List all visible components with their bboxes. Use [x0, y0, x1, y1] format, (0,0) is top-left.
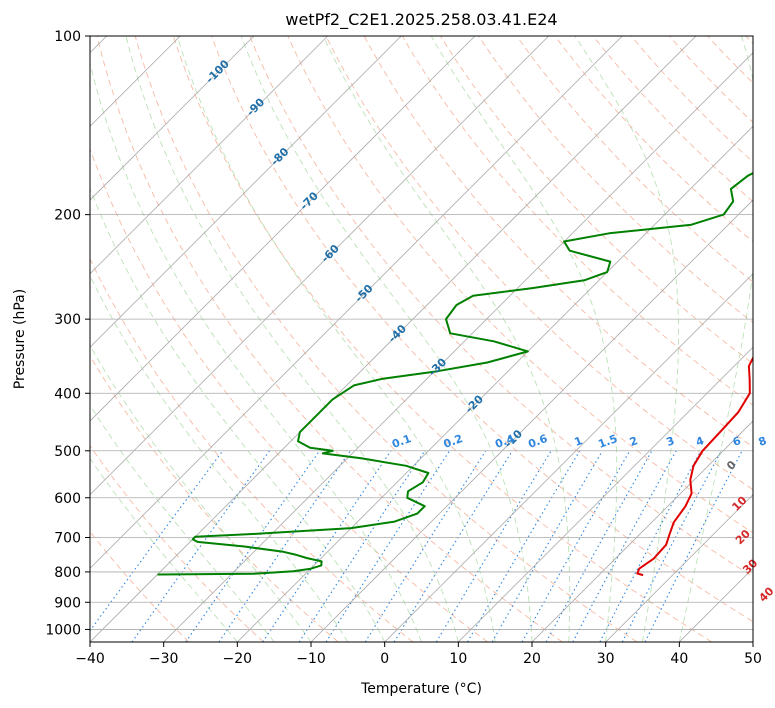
isotherm — [237, 125, 753, 642]
y-tick-label: 400 — [54, 386, 81, 402]
moist-adiabat — [678, 36, 753, 642]
isotherm — [90, 36, 255, 201]
x-axis: −40 −30 −20 −10 0 10 20 30 40 50 — [75, 642, 762, 667]
dry-adiabat — [516, 36, 753, 283]
y-axis: 100 200 300 400 500 600 700 800 900 1000 — [45, 29, 90, 638]
chart-title: wetPf2_C2E1.2025.258.03.41.E24 — [285, 10, 557, 30]
mixing-ratio-line — [325, 450, 451, 642]
moist-adiabat — [240, 36, 533, 642]
mixing-ratio-line — [467, 450, 581, 642]
dry-adiabat — [90, 257, 414, 642]
y-tick-label: 300 — [54, 312, 81, 328]
background-lines — [90, 36, 753, 642]
mixing-ratio-line — [262, 450, 392, 642]
mixing-ratio-line — [185, 450, 321, 642]
dry-adiabat — [172, 36, 712, 642]
moist-adiabat-label: 40 — [756, 584, 775, 604]
x-tick-label: −20 — [223, 651, 253, 667]
isotherm — [90, 36, 623, 569]
isotherm — [163, 52, 753, 642]
x-tick-label: −40 — [75, 651, 105, 667]
mixing-ratio-label: 6 — [731, 434, 743, 449]
dry-adiabat — [287, 36, 753, 534]
moist-adiabat — [90, 274, 349, 642]
y-tick-label: 500 — [54, 444, 81, 460]
temperature-profile-line — [636, 355, 753, 577]
dewpoint-profile-line — [157, 171, 753, 576]
isotherm — [90, 36, 476, 422]
isotherm — [310, 199, 753, 642]
moist-adiabat — [574, 36, 679, 642]
x-axis-label: Temperature (°C) — [360, 681, 482, 697]
isotherm — [458, 346, 753, 642]
y-tick-label: 700 — [54, 531, 81, 547]
profile-lines — [157, 171, 753, 577]
isotherm — [531, 420, 753, 642]
isotherm — [90, 36, 402, 348]
moist-adiabat — [430, 36, 618, 642]
mixing-ratio-label: 1.5 — [596, 432, 619, 451]
moist-adiabat — [125, 36, 459, 642]
x-tick-label: 40 — [670, 651, 688, 667]
y-tick-label: 100 — [54, 29, 81, 45]
x-tick-label: 20 — [523, 651, 541, 667]
y-tick-label: 600 — [54, 491, 81, 507]
y-tick-label: 200 — [54, 208, 81, 224]
moist-adiabat — [176, 36, 496, 642]
isotherm — [384, 273, 753, 642]
x-tick-label: 30 — [597, 651, 615, 667]
x-tick-label: 10 — [449, 651, 467, 667]
mixing-ratio-line — [298, 450, 426, 642]
mixing-ratio-label: 3 — [665, 434, 677, 449]
isotherm — [90, 36, 697, 642]
isotherm — [90, 36, 549, 496]
mixing-ratio-line — [599, 450, 702, 642]
dry-adiabat — [96, 36, 563, 642]
mixing-ratio-line — [572, 450, 677, 642]
mixing-ratio-line — [218, 450, 351, 642]
dry-adiabat — [325, 36, 753, 491]
moist-adiabat — [90, 457, 238, 642]
mixing-ratio-label: 0.4 — [493, 432, 516, 451]
y-tick-label: 800 — [54, 565, 81, 581]
mixing-ratio-label: 8 — [757, 434, 769, 449]
mixing-ratio-label: 0.6 — [526, 432, 549, 451]
moist-adiabat — [90, 187, 386, 642]
dry-adiabat — [90, 444, 264, 642]
dry-adiabat — [134, 36, 638, 642]
x-tick-label: −10 — [296, 651, 326, 667]
mixing-ratio-label: 2 — [628, 434, 640, 449]
x-tick-label: 0 — [380, 651, 389, 667]
isotherm — [605, 494, 753, 642]
mixing-ratio-label: 0.2 — [442, 432, 465, 451]
y-axis-label: Pressure (hPa) — [12, 289, 28, 389]
mixing-ratio-label: 0.1 — [390, 432, 413, 451]
moist-adiabat — [90, 404, 275, 642]
y-tick-label: 900 — [54, 595, 81, 611]
dry-adiabat — [211, 36, 753, 623]
moist-adiabat — [90, 61, 422, 642]
plot-frame — [89, 35, 754, 643]
mixing-ratio-line — [435, 450, 552, 642]
mixing-ratio-label: 1 — [573, 434, 585, 449]
moist-adiabat — [322, 36, 571, 642]
dry-adiabat — [249, 36, 753, 578]
x-tick-label: 50 — [744, 651, 762, 667]
y-tick-label: 1000 — [45, 622, 81, 638]
x-tick-label: −30 — [149, 651, 179, 667]
isotherm — [90, 36, 328, 275]
mixing-ratio-line — [364, 450, 487, 642]
mixing-ratio-label: 4 — [694, 434, 706, 449]
